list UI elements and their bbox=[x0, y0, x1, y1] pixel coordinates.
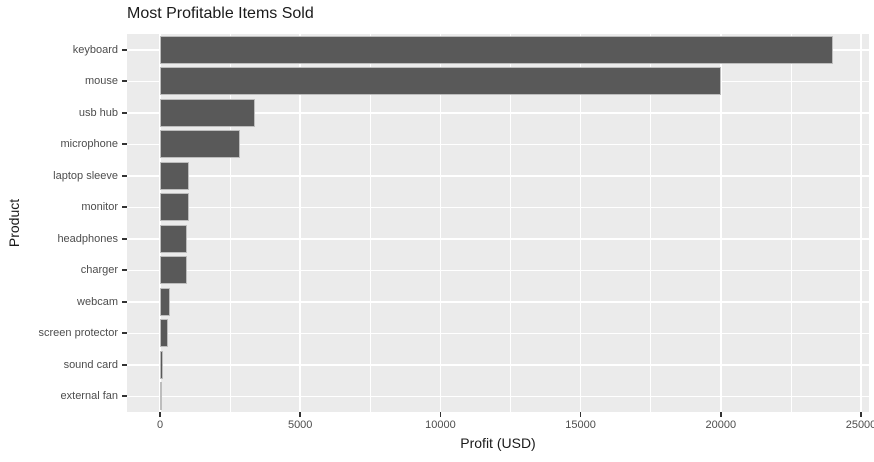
gridline-horizontal bbox=[127, 175, 869, 177]
y-tick-label: keyboard bbox=[72, 43, 118, 56]
x-tick-label: 5000 bbox=[287, 419, 313, 431]
bar bbox=[160, 193, 189, 222]
gridline-horizontal bbox=[127, 143, 869, 145]
x-tick-label: 10000 bbox=[425, 419, 456, 431]
bar bbox=[160, 130, 240, 159]
bar bbox=[160, 98, 256, 127]
x-tick-label: 20000 bbox=[705, 419, 737, 431]
y-tick-label: webcam bbox=[77, 295, 118, 308]
gridline-major bbox=[299, 34, 301, 412]
plot-panel bbox=[127, 34, 869, 412]
gridline-major bbox=[159, 34, 161, 412]
gridline-horizontal bbox=[127, 238, 869, 240]
y-tick-label: monitor bbox=[81, 201, 118, 214]
bar bbox=[160, 319, 169, 348]
y-tick-label: screen protector bbox=[38, 327, 118, 340]
y-tick-mark bbox=[122, 206, 127, 209]
gridline-horizontal bbox=[127, 332, 869, 334]
y-tick-mark bbox=[122, 48, 127, 51]
x-tick-mark bbox=[860, 412, 862, 417]
gridline-horizontal bbox=[127, 112, 869, 114]
bar bbox=[160, 224, 188, 253]
y-tick-label: laptop sleeve bbox=[53, 169, 118, 182]
x-tick-label: 0 bbox=[156, 419, 164, 431]
gridline-major bbox=[579, 34, 582, 412]
y-tick-mark bbox=[122, 80, 127, 83]
x-tick-label: 25000 bbox=[845, 419, 874, 431]
gridline-major bbox=[720, 34, 722, 412]
gridline-horizontal bbox=[127, 364, 869, 366]
x-tick-label: 15000 bbox=[565, 419, 596, 431]
y-tick-label: headphones bbox=[57, 232, 118, 245]
bar bbox=[160, 382, 163, 411]
y-tick-label: mouse bbox=[84, 75, 118, 88]
x-tick-mark bbox=[159, 412, 161, 417]
gridline-horizontal bbox=[127, 301, 869, 303]
y-tick-mark bbox=[122, 269, 127, 272]
bar bbox=[160, 35, 833, 64]
x-tick-mark bbox=[720, 412, 722, 417]
bar bbox=[160, 256, 187, 285]
chart-title: Most Profitable Items Sold bbox=[127, 5, 314, 22]
bar bbox=[160, 287, 170, 316]
y-tick-mark bbox=[122, 363, 127, 366]
gridline-horizontal bbox=[127, 395, 869, 397]
y-tick-label: charger bbox=[80, 264, 118, 277]
x-tick-mark bbox=[579, 412, 582, 417]
gridline-minor bbox=[229, 34, 231, 412]
bar bbox=[160, 350, 164, 379]
gridline-horizontal bbox=[127, 269, 869, 271]
y-tick-mark bbox=[122, 237, 127, 240]
gridline-minor bbox=[510, 34, 511, 412]
x-tick-mark bbox=[439, 412, 442, 417]
y-tick-label: sound card bbox=[63, 358, 118, 371]
gridline-major bbox=[439, 34, 442, 412]
y-tick-mark bbox=[122, 174, 127, 177]
y-tick-mark bbox=[122, 332, 127, 335]
gridline-minor bbox=[650, 34, 652, 412]
gridline-major bbox=[860, 34, 862, 412]
y-tick-mark bbox=[122, 395, 127, 398]
y-tick-label: usb hub bbox=[78, 106, 118, 119]
x-tick-mark bbox=[299, 412, 301, 417]
gridline-minor bbox=[790, 34, 792, 412]
bar bbox=[160, 67, 721, 96]
y-tick-label: microphone bbox=[60, 138, 118, 151]
bar bbox=[160, 161, 190, 190]
gridline-horizontal bbox=[127, 206, 869, 208]
x-axis-title: Profit (USD) bbox=[460, 435, 536, 451]
gridline-minor bbox=[369, 34, 371, 412]
y-tick-label: external fan bbox=[60, 390, 118, 403]
y-tick-mark bbox=[122, 111, 127, 114]
y-tick-mark bbox=[122, 300, 127, 303]
y-tick-mark bbox=[122, 143, 127, 146]
